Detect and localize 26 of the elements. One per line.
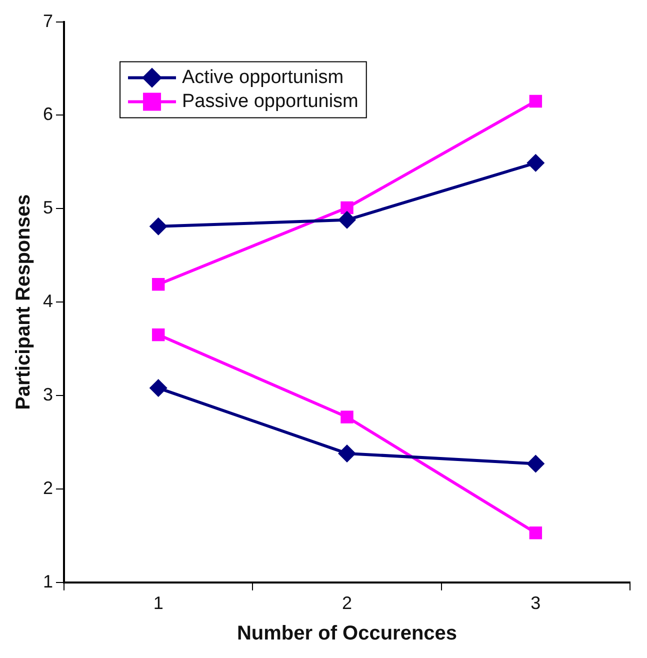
y-tick-label: 2: [42, 478, 54, 498]
x-axis-title: Number of Occurences: [236, 622, 458, 645]
point: [340, 410, 354, 424]
legend-label: Active opportunism: [182, 67, 344, 88]
point: [152, 328, 165, 342]
point: [338, 444, 356, 462]
x-tick-label: 2: [342, 593, 352, 614]
y-axis-title: Participant Responses: [12, 194, 35, 410]
legend-label: Passive opportunism: [182, 91, 358, 112]
point: [149, 217, 168, 236]
y-tick-label: 7: [42, 10, 54, 31]
x-tick-label: 3: [530, 593, 541, 614]
point: [152, 278, 165, 291]
y-tick-label: 1: [42, 571, 54, 592]
point: [149, 379, 168, 398]
y-tick-label: 6: [42, 104, 54, 124]
point: [338, 210, 356, 229]
point: [529, 526, 542, 540]
y-tick-label: 3: [42, 384, 54, 404]
point: [526, 454, 545, 473]
y-tick-label: 4: [42, 291, 54, 312]
y-tick-label: 5: [42, 198, 54, 218]
point: [340, 201, 354, 214]
x-tick-label: 1: [153, 593, 164, 614]
point: [529, 94, 542, 108]
point: [526, 154, 545, 172]
